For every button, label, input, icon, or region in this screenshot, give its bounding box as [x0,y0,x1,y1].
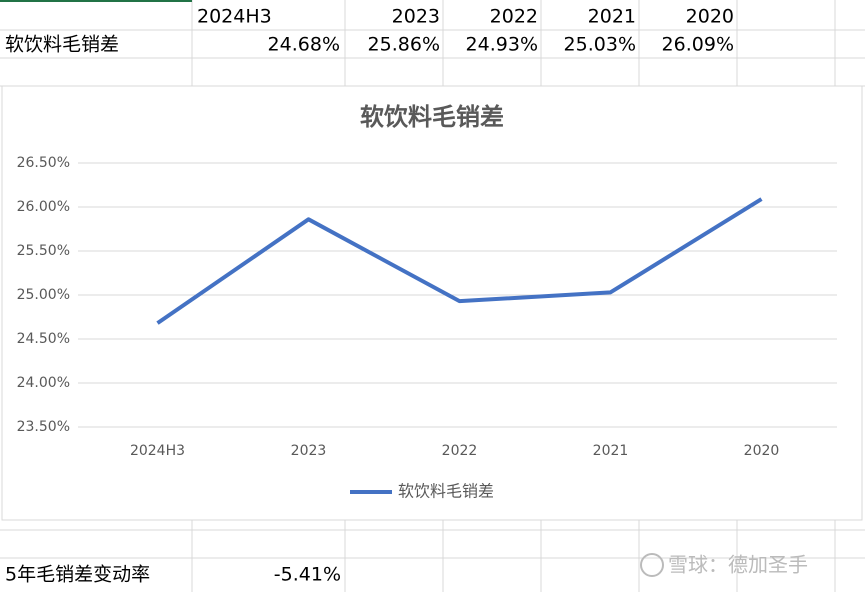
y-tick-label: 25.00% [17,287,70,303]
chart-area [1,85,863,521]
column-header: 2021 [588,6,636,28]
y-tick-label: 23.50% [17,419,70,435]
x-tick-label: 2021 [593,443,629,459]
y-tick-label: 24.00% [17,375,70,391]
y-tick-label: 25.50% [17,243,70,259]
watermark-icon [640,553,664,577]
line-series [156,197,763,325]
summary-value: -5.41% [274,564,341,586]
y-tick-label: 24.50% [17,331,70,347]
cell-value: 25.03% [564,34,636,56]
x-tick-label: 2023 [291,443,327,459]
cell-value: 25.86% [368,34,440,56]
legend-label: 软饮料毛销差 [398,482,494,501]
watermark: 雪球：德加圣手 [668,553,808,577]
column-header: 2020 [686,6,734,28]
x-tick-label: 2020 [744,443,780,459]
chart-title: 软饮料毛销差 [360,103,504,131]
summary-label: 5年毛销差变动率 [5,564,150,586]
y-tick-label: 26.50% [17,155,70,171]
column-header: 2023 [392,6,440,28]
cell-value: 26.09% [662,34,734,56]
column-header: 2024H3 [197,6,272,28]
y-tick-label: 26.00% [17,199,70,215]
column-header: 2022 [490,6,538,28]
selected-cell-border [0,0,192,2]
x-tick-label: 2024H3 [130,443,185,459]
x-tick-label: 2022 [442,443,478,459]
row-label: 软饮料毛销差 [5,34,119,56]
cell-value: 24.93% [466,34,538,56]
cell-value: 24.68% [268,34,340,56]
